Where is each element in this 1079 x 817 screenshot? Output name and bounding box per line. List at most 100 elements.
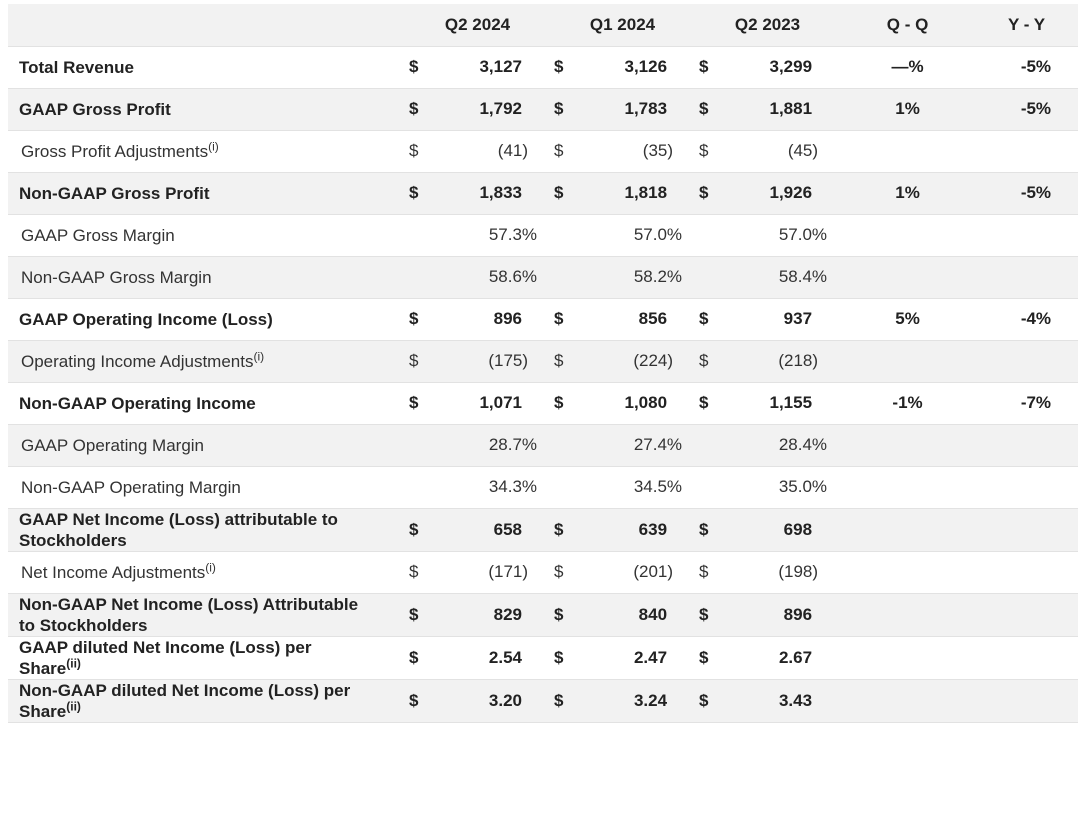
cell-blank [550, 214, 596, 257]
value-cell: 3.20 [450, 679, 551, 723]
table-row: Net Income Adjustments(i) $ (171) $ (201) $ (1… [8, 551, 1079, 594]
cell-blank [550, 256, 596, 299]
cell-blank [405, 214, 450, 257]
cell-blank [550, 424, 596, 467]
table-row: GAAP Gross Profit $1,792 $1,783 $1,881 1% -5% [8, 88, 1079, 131]
cell-blank [840, 424, 976, 467]
value-cell: 3,127 [450, 46, 551, 89]
column-header: Q2 2023 [695, 4, 841, 47]
qq-change: -1% [840, 382, 976, 425]
currency: $ [550, 593, 596, 637]
label-text: Non-GAAP Gross Margin [21, 267, 212, 287]
label-text: Non-GAAP Net Income (Loss) Attributable … [19, 594, 359, 635]
label-text: GAAP diluted Net Income (Loss) per Share [19, 637, 312, 678]
cell-blank [405, 466, 450, 509]
value-cell: 1,155 [740, 382, 841, 425]
cell-blank [405, 256, 450, 299]
column-header: Q1 2024 [550, 4, 696, 47]
value-cell: 896 [740, 593, 841, 637]
currency: $ [695, 382, 741, 425]
yy-change: -5% [975, 88, 1079, 131]
currency: $ [695, 298, 741, 341]
value-cell: 57.0% [740, 214, 841, 257]
label-text: GAAP Operating Income (Loss) [19, 309, 273, 329]
table-row: Non-GAAP Gross Profit $1,833 $1,818 $1,926 1… [8, 172, 1079, 215]
currency: $ [550, 88, 596, 131]
cell-blank [695, 214, 741, 257]
currency: $ [405, 46, 450, 89]
currency: $ [405, 593, 450, 637]
value-cell: 27.4% [595, 424, 696, 467]
row-label: GAAP Gross Margin [8, 214, 405, 257]
value-cell: 2.47 [595, 636, 696, 680]
cell-blank [975, 551, 1079, 594]
footnote-mark: (i) [253, 348, 265, 363]
cell-blank [695, 466, 741, 509]
table-row: GAAP Net Income (Loss) attributable to S… [8, 508, 1079, 552]
value-cell: 3,299 [740, 46, 841, 89]
row-label: GAAP diluted Net Income (Loss) per Share… [8, 636, 405, 680]
cell-blank [975, 130, 1079, 173]
value-cell: 829 [450, 593, 551, 637]
table-row: Operating Income Adjustments(i) $ (175) $ (2… [8, 340, 1079, 383]
row-label: Gross Profit Adjustments(i) [8, 130, 405, 173]
yy-change: -5% [975, 46, 1079, 89]
cell-blank [840, 466, 976, 509]
label-text: Non-GAAP Operating Margin [21, 477, 241, 497]
value-cell: 639 [595, 508, 696, 552]
value-cell: 896 [450, 298, 551, 341]
cell-blank [695, 256, 741, 299]
cell-blank [975, 466, 1079, 509]
cell-blank [975, 214, 1079, 257]
value-cell: (175) [450, 340, 551, 383]
value-cell: 1,926 [740, 172, 841, 215]
value-cell: 1,881 [740, 88, 841, 131]
label-text: Non-GAAP Gross Profit [19, 183, 210, 203]
row-label: GAAP Gross Profit [8, 88, 405, 131]
value-cell: (35) [595, 130, 696, 173]
row-label: Total Revenue [8, 46, 405, 89]
row-label: Non-GAAP Gross Profit [8, 172, 405, 215]
currency: $ [405, 88, 450, 131]
currency: $ [550, 636, 596, 680]
value-cell: (201) [595, 551, 696, 594]
row-label: GAAP Operating Margin [8, 424, 405, 467]
cell-blank [840, 593, 976, 637]
label-text: Net Income Adjustments [21, 562, 206, 582]
row-label: Non-GAAP diluted Net Income (Loss) per S… [8, 679, 405, 723]
cell-blank [405, 424, 450, 467]
currency: $ [695, 636, 741, 680]
footnote-mark: (i) [208, 138, 219, 153]
currency: $ [405, 679, 450, 723]
currency: $ [695, 593, 741, 637]
cell-blank [975, 636, 1079, 680]
table-row: Total Revenue $3,127 $3,126 $3,299 —% -5% [8, 46, 1079, 89]
row-label: GAAP Operating Income (Loss) [8, 298, 405, 341]
currency: $ [550, 172, 596, 215]
value-cell: (45) [740, 130, 841, 173]
value-cell: 1,818 [595, 172, 696, 215]
currency: $ [405, 551, 450, 594]
column-header: Q2 2024 [405, 4, 551, 47]
currency: $ [405, 340, 450, 383]
yy-change: -5% [975, 172, 1079, 215]
value-cell: 1,783 [595, 88, 696, 131]
value-cell: 698 [740, 508, 841, 552]
cell-blank [840, 256, 976, 299]
footnote-mark: (ii) [66, 655, 81, 670]
qq-change: 1% [840, 172, 976, 215]
table-body: Total Revenue $3,127 $3,126 $3,299 —% -5% GAAP… [8, 46, 1079, 723]
qq-change: 5% [840, 298, 976, 341]
qq-change: —% [840, 46, 976, 89]
label-text: Non-GAAP diluted Net Income (Loss) per S… [19, 680, 351, 721]
label-text: GAAP Gross Profit [19, 99, 171, 119]
currency: $ [695, 130, 741, 173]
value-cell: 34.5% [595, 466, 696, 509]
value-cell: 1,080 [595, 382, 696, 425]
row-label: Operating Income Adjustments(i) [8, 340, 405, 383]
value-cell: 3.43 [740, 679, 841, 723]
label-text: GAAP Operating Margin [21, 435, 204, 455]
